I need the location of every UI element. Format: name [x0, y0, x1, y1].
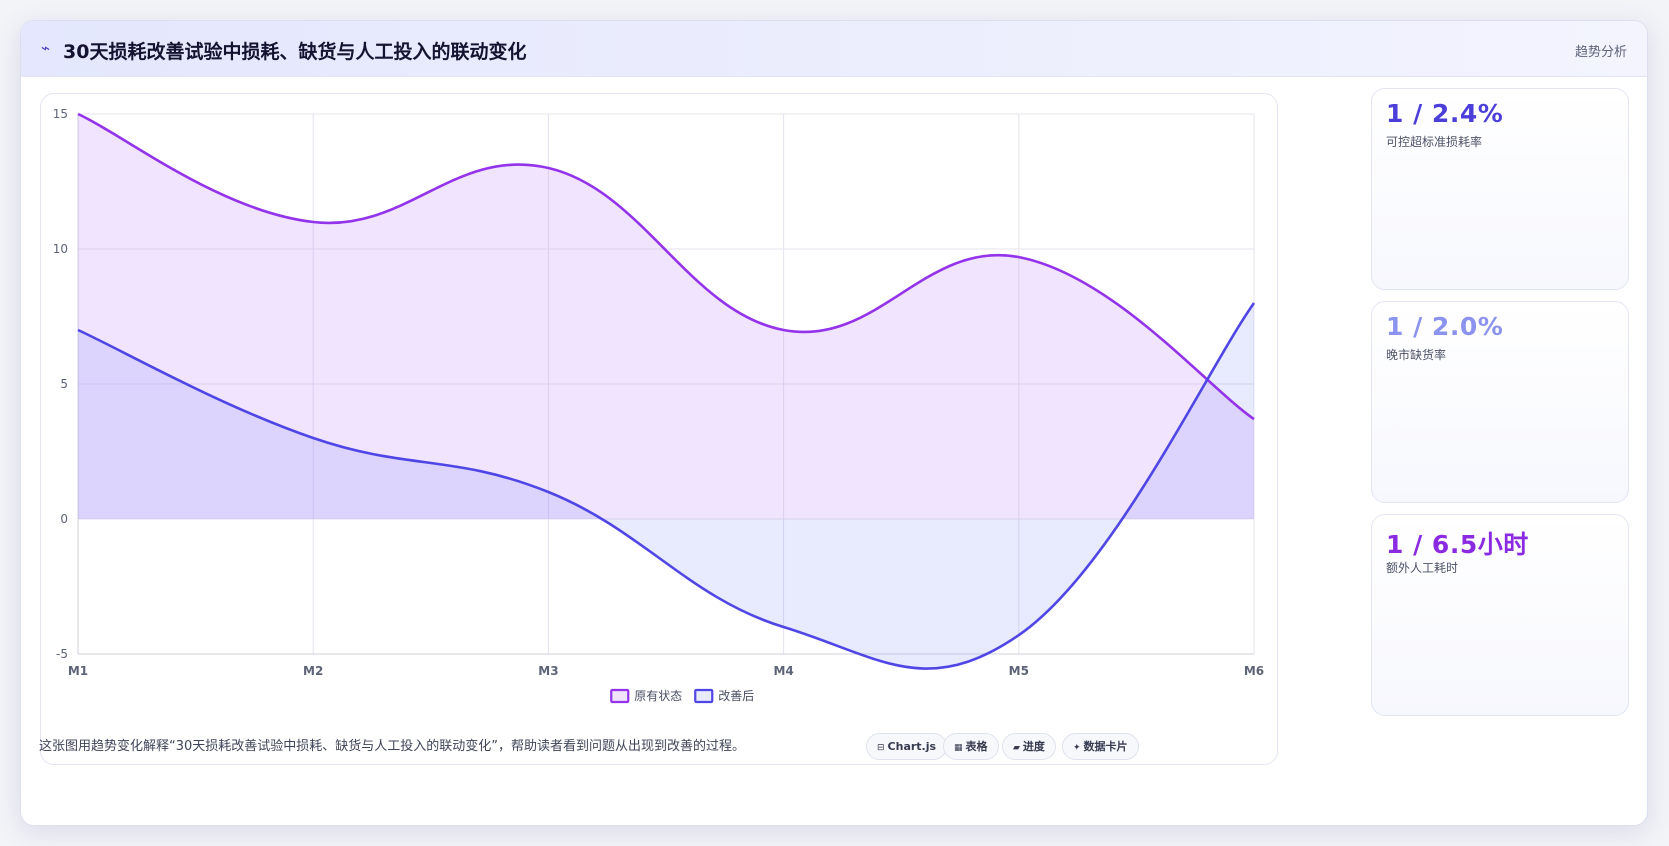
pill-progress[interactable]: ▰ 进度: [1002, 733, 1056, 760]
series-line-0: [77, 112, 1255, 421]
y-tick-label: 15: [53, 107, 68, 121]
x-tick-label: M6: [1244, 664, 1264, 678]
trend-line-icon: ⌁: [41, 39, 51, 57]
analysis-tag: 趋势分析: [1574, 45, 1627, 60]
kpi-card-labor-hours: 1 / 6.5小时 额外人工耗时: [1371, 514, 1629, 716]
pill-label: Chart.js: [887, 740, 937, 753]
area-chart: -5 0 5 10 15 M1 M2 M3 M4 M5 M6 原有状态 改善后: [53, 107, 1264, 704]
legend-swatch-0: [610, 688, 630, 704]
kpi-label: 可控超标准损耗率: [1386, 135, 1483, 149]
y-tick-label: -5: [56, 647, 68, 661]
y-tick-label: 5: [60, 377, 68, 391]
pill-table[interactable]: ▦ 表格: [943, 733, 999, 760]
kpi-value: 1 / 6.5小时: [1386, 530, 1529, 559]
kpi-label: 晚市缺货率: [1386, 348, 1447, 362]
pill-data-cards[interactable]: ✦ 数据卡片: [1062, 733, 1139, 760]
series-area-0: [78, 114, 1254, 519]
chart-card: ⌁ 30天损耗改善试验中损耗、缺货与人工投入的联动变化 趋势分析 -5 0 5 10 1…: [20, 20, 1648, 826]
progress-icon: ▰: [1013, 743, 1020, 753]
x-tick-label: M5: [1009, 664, 1029, 678]
series-area-1: [78, 303, 1254, 669]
y-tick-label: 0: [60, 512, 68, 526]
legend-label-1: 改善后: [718, 688, 754, 703]
legend-swatch-1: [694, 688, 714, 704]
kpi-card-stockout-rate: 1 / 2.0% 晚市缺货率: [1371, 301, 1629, 503]
chart-panel: -5 0 5 10 15 M1 M2 M3 M4 M5 M6 原有状态 改善后: [40, 93, 1278, 765]
chart-title: 30天损耗改善试验中损耗、缺货与人工投入的联动变化: [63, 41, 527, 63]
x-tick-label: M3: [538, 664, 558, 678]
x-tick-label: M2: [303, 664, 323, 678]
pill-chartjs[interactable]: ⊟ Chart.js: [866, 733, 948, 760]
kpi-label: 额外人工耗时: [1386, 561, 1459, 575]
pill-label: 进度: [1022, 740, 1045, 753]
kpi-value: 1 / 2.0%: [1386, 312, 1504, 341]
series-line-1: [77, 302, 1256, 670]
x-tick-label: M1: [68, 664, 88, 678]
table-icon: ▦: [954, 743, 963, 753]
legend-label-0: 原有状态: [634, 689, 682, 703]
chart-description: 这张图用趋势变化解释“30天损耗改善试验中损耗、缺货与人工投入的联动变化”，帮助…: [39, 739, 746, 754]
chart-icon: ⊟: [877, 743, 885, 753]
card-header: ⌁ 30天损耗改善试验中损耗、缺货与人工投入的联动变化 趋势分析: [21, 21, 1647, 77]
sparkle-icon: ✦: [1073, 743, 1081, 753]
kpi-value: 1 / 2.4%: [1386, 99, 1504, 128]
pill-label: 表格: [965, 740, 988, 753]
pill-label: 数据卡片: [1083, 740, 1128, 753]
y-tick-label: 10: [53, 242, 68, 256]
x-tick-label: M4: [773, 664, 793, 678]
kpi-card-loss-rate: 1 / 2.4% 可控超标准损耗率: [1371, 88, 1629, 290]
